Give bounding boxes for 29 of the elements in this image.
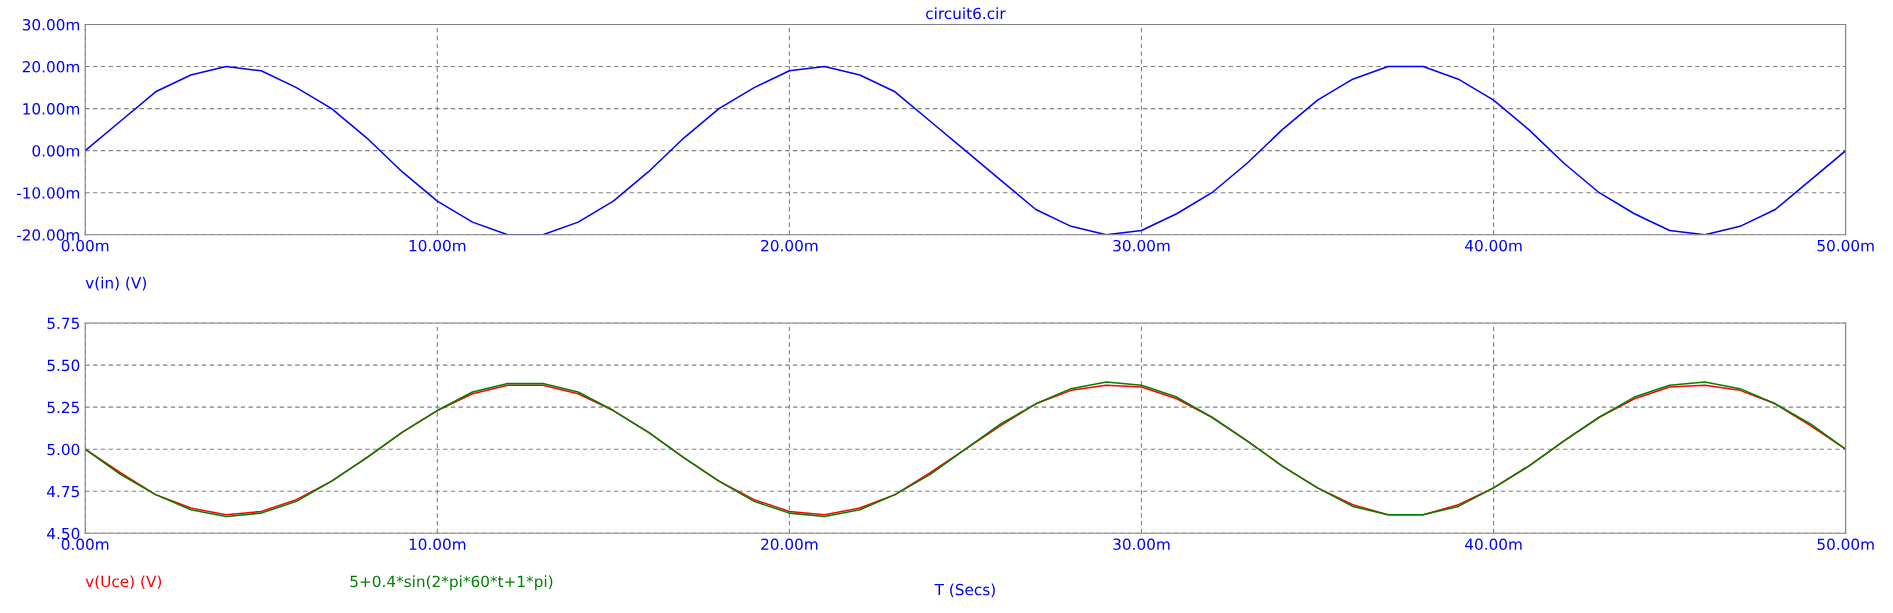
y-tick-label: 4.50 (47, 527, 80, 540)
y-tick-label: -20.00m (16, 229, 80, 241)
y-tick-label: 5.50 (47, 359, 80, 372)
chart-title: circuit6.cir (926, 7, 1006, 20)
y-tick-label: 20.00m (22, 61, 80, 73)
x-tick-label: 40.00m (1465, 239, 1522, 252)
x-tick-label: 50.00m (1817, 538, 1874, 550)
x-tick-label: 10.00m (409, 538, 466, 550)
y-tick-label: 5.75 (47, 317, 79, 330)
y-tick-label: 10.00m (23, 103, 80, 115)
text: v(in) (V) (85, 276, 146, 291)
y-tick-label: 30.00m (22, 18, 80, 31)
x-tick-label: 30.00m (1113, 538, 1170, 550)
x-tick-label: 0.00m (61, 538, 109, 550)
y-tick-label: -10.00m (16, 187, 80, 199)
x-tick-label: 30.00m (1113, 239, 1170, 252)
y-tick-label: 4.75 (47, 485, 79, 498)
x-tick-label: 40.00m (1465, 538, 1522, 550)
x-tick-label: 20.00m (761, 538, 818, 550)
y-tick-label: 5.25 (47, 401, 79, 414)
x-axis-title: T (Secs) (934, 583, 995, 598)
y-tick-label: 0.00m (32, 145, 80, 157)
text: v(Uce) (V) (85, 575, 162, 589)
x-tick-label: 20.00m (761, 239, 818, 252)
x-tick-label: 0.00m (61, 239, 109, 252)
y-tick-label: 5.00 (47, 443, 80, 456)
x-tick-label: 10.00m (409, 239, 466, 252)
text: 5+0.4*sin(2*pi*60*t+1*pi) (350, 575, 553, 591)
x-tick-label: 50.00m (1817, 239, 1874, 252)
